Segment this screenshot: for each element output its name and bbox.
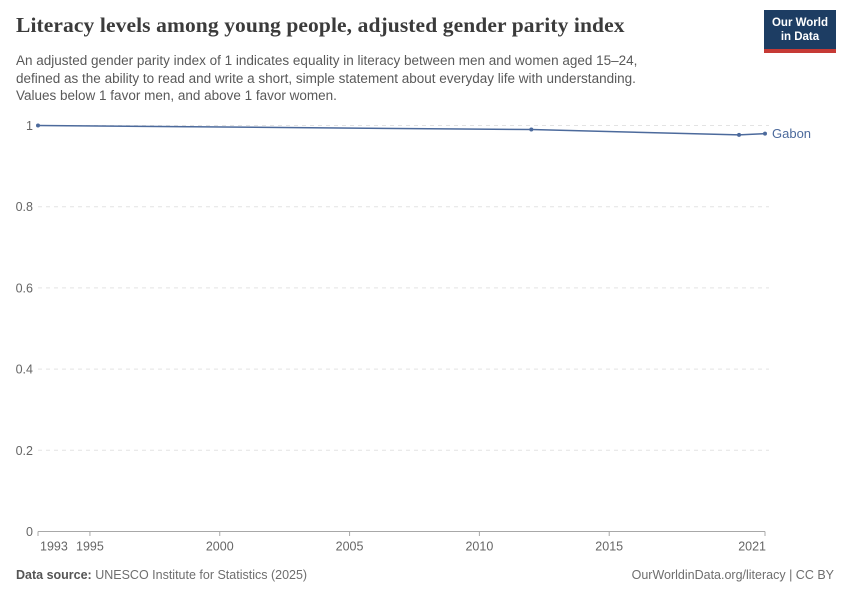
- x-axis-tick-label: 2000: [206, 540, 234, 554]
- x-axis-tick-label: 1995: [76, 540, 104, 554]
- x-axis-tick-label: 2010: [465, 540, 493, 554]
- owid-logo[interactable]: Our World in Data: [763, 10, 836, 53]
- x-axis-tick-label: 2005: [336, 540, 364, 554]
- data-point[interactable]: [529, 127, 534, 132]
- page-title: Literacy levels among young people, adju…: [16, 13, 625, 37]
- y-axis-tick-label: 1: [26, 119, 33, 133]
- data-source-label: Data source:: [16, 568, 92, 582]
- data-point[interactable]: [763, 131, 767, 136]
- owid-logo-line2: in Data: [780, 31, 820, 43]
- subtitle-line: defined as the ability to read and write…: [16, 70, 636, 86]
- subtitle-line: An adjusted gender parity index of 1 ind…: [16, 53, 638, 68]
- chart-subtitle: An adjusted gender parity index of 1 ind…: [16, 52, 726, 105]
- series-label-gabon[interactable]: Gabon: [772, 126, 811, 141]
- owid-logo-line1: Our World: [771, 17, 828, 29]
- y-axis-tick-label: 0: [26, 525, 33, 539]
- y-axis-tick-label: 0.2: [16, 444, 33, 458]
- data-source: Data source: UNESCO Institute for Statis…: [16, 568, 307, 582]
- data-point[interactable]: [737, 132, 742, 137]
- subtitle-line: Values below 1 favor men, and above 1 fa…: [16, 88, 337, 103]
- y-axis-tick-label: 0.4: [16, 363, 33, 377]
- credit-link[interactable]: OurWorldinData.org/literacy | CC BY: [631, 568, 834, 582]
- chart-footer: Data source: UNESCO Institute for Statis…: [16, 568, 834, 582]
- x-axis-tick-label: 2015: [595, 540, 623, 554]
- y-axis-tick-label: 0.8: [16, 200, 33, 214]
- data-point[interactable]: [36, 123, 40, 128]
- data-source-text: UNESCO Institute for Statistics (2025): [91, 568, 308, 582]
- series-line-gabon[interactable]: [37, 124, 766, 136]
- x-axis-tick-label: 2021: [738, 540, 766, 554]
- x-axis-tick-label: 1993: [40, 540, 68, 554]
- y-axis-tick-label: 0.6: [16, 281, 33, 295]
